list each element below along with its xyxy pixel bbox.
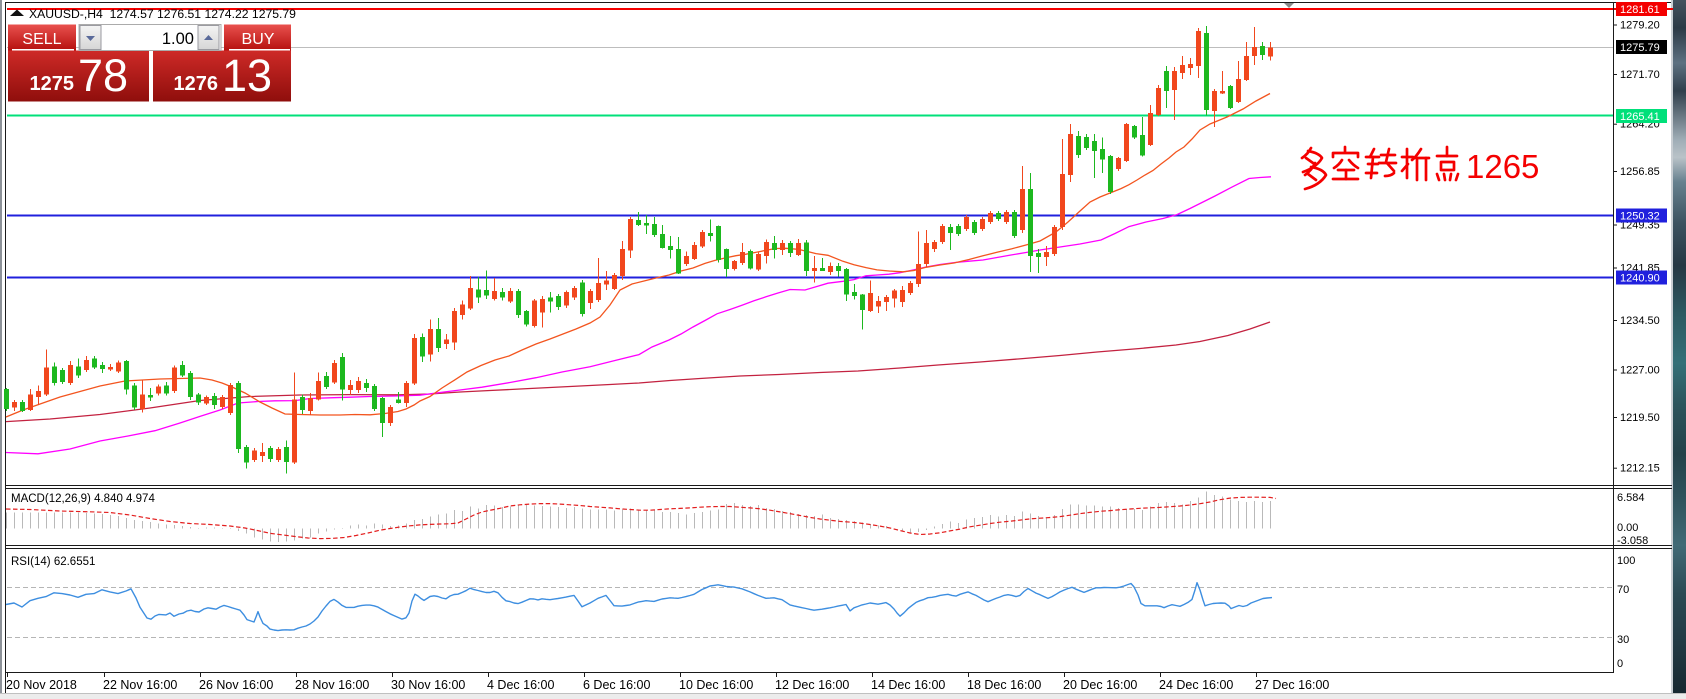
svg-text:1281.61: 1281.61 — [1620, 4, 1660, 16]
svg-text:10 Dec 16:00: 10 Dec 16:00 — [679, 678, 753, 692]
svg-text:1256.85: 1256.85 — [1620, 166, 1660, 178]
svg-text:12 Dec 16:00: 12 Dec 16:00 — [775, 678, 849, 692]
svg-text:28 Nov 16:00: 28 Nov 16:00 — [295, 678, 369, 692]
svg-text:30 Nov 16:00: 30 Nov 16:00 — [391, 678, 465, 692]
svg-text:26 Nov 16:00: 26 Nov 16:00 — [199, 678, 273, 692]
svg-text:MACD(12,26,9) 4.840 4.974: MACD(12,26,9) 4.840 4.974 — [11, 493, 155, 505]
svg-text:1240.90: 1240.90 — [1620, 273, 1660, 285]
svg-text:1234.50: 1234.50 — [1620, 315, 1660, 327]
svg-text:100: 100 — [1617, 555, 1635, 567]
svg-text:24 Dec 16:00: 24 Dec 16:00 — [1159, 678, 1233, 692]
svg-text:1.00: 1.00 — [162, 30, 194, 48]
svg-text:RSI(14) 62.6551: RSI(14) 62.6551 — [11, 556, 95, 568]
svg-text:22 Nov 16:00: 22 Nov 16:00 — [103, 678, 177, 692]
svg-text:1265.41: 1265.41 — [1620, 111, 1660, 123]
svg-text:0: 0 — [1617, 658, 1623, 670]
svg-text:1265: 1265 — [1466, 148, 1539, 185]
svg-text:1275: 1275 — [30, 73, 75, 95]
svg-text:4 Dec 16:00: 4 Dec 16:00 — [487, 678, 554, 692]
svg-text:1227.00: 1227.00 — [1620, 365, 1660, 377]
svg-text:6 Dec 16:00: 6 Dec 16:00 — [583, 678, 650, 692]
svg-text:SELL: SELL — [22, 31, 61, 48]
svg-text:20 Nov 2018: 20 Nov 2018 — [6, 678, 77, 692]
svg-text:1271.70: 1271.70 — [1620, 69, 1660, 81]
svg-text:1279.20: 1279.20 — [1620, 20, 1660, 32]
svg-text:1250.32: 1250.32 — [1620, 211, 1660, 223]
svg-text:70: 70 — [1617, 584, 1629, 596]
svg-text:0.00: 0.00 — [1617, 522, 1638, 534]
svg-text:1275.79: 1275.79 — [1620, 42, 1660, 54]
svg-text:30: 30 — [1617, 634, 1629, 646]
svg-text:14 Dec 16:00: 14 Dec 16:00 — [871, 678, 945, 692]
svg-text:BUY: BUY — [242, 31, 275, 48]
svg-text:1219.50: 1219.50 — [1620, 412, 1660, 424]
svg-text:13: 13 — [222, 50, 272, 101]
svg-text:20 Dec 16:00: 20 Dec 16:00 — [1063, 678, 1137, 692]
svg-text:1276: 1276 — [174, 73, 219, 95]
svg-text:XAUUSD-,H4 1274.57 1276.51 12: XAUUSD-,H4 1274.57 1276.51 1274.22 1275.… — [29, 7, 296, 21]
svg-text:18 Dec 16:00: 18 Dec 16:00 — [967, 678, 1041, 692]
svg-text:-3.058: -3.058 — [1617, 535, 1648, 547]
svg-text:27 Dec 16:00: 27 Dec 16:00 — [1255, 678, 1329, 692]
svg-text:1212.15: 1212.15 — [1620, 463, 1660, 475]
svg-text:78: 78 — [78, 50, 128, 101]
svg-text:6.584: 6.584 — [1617, 492, 1645, 504]
